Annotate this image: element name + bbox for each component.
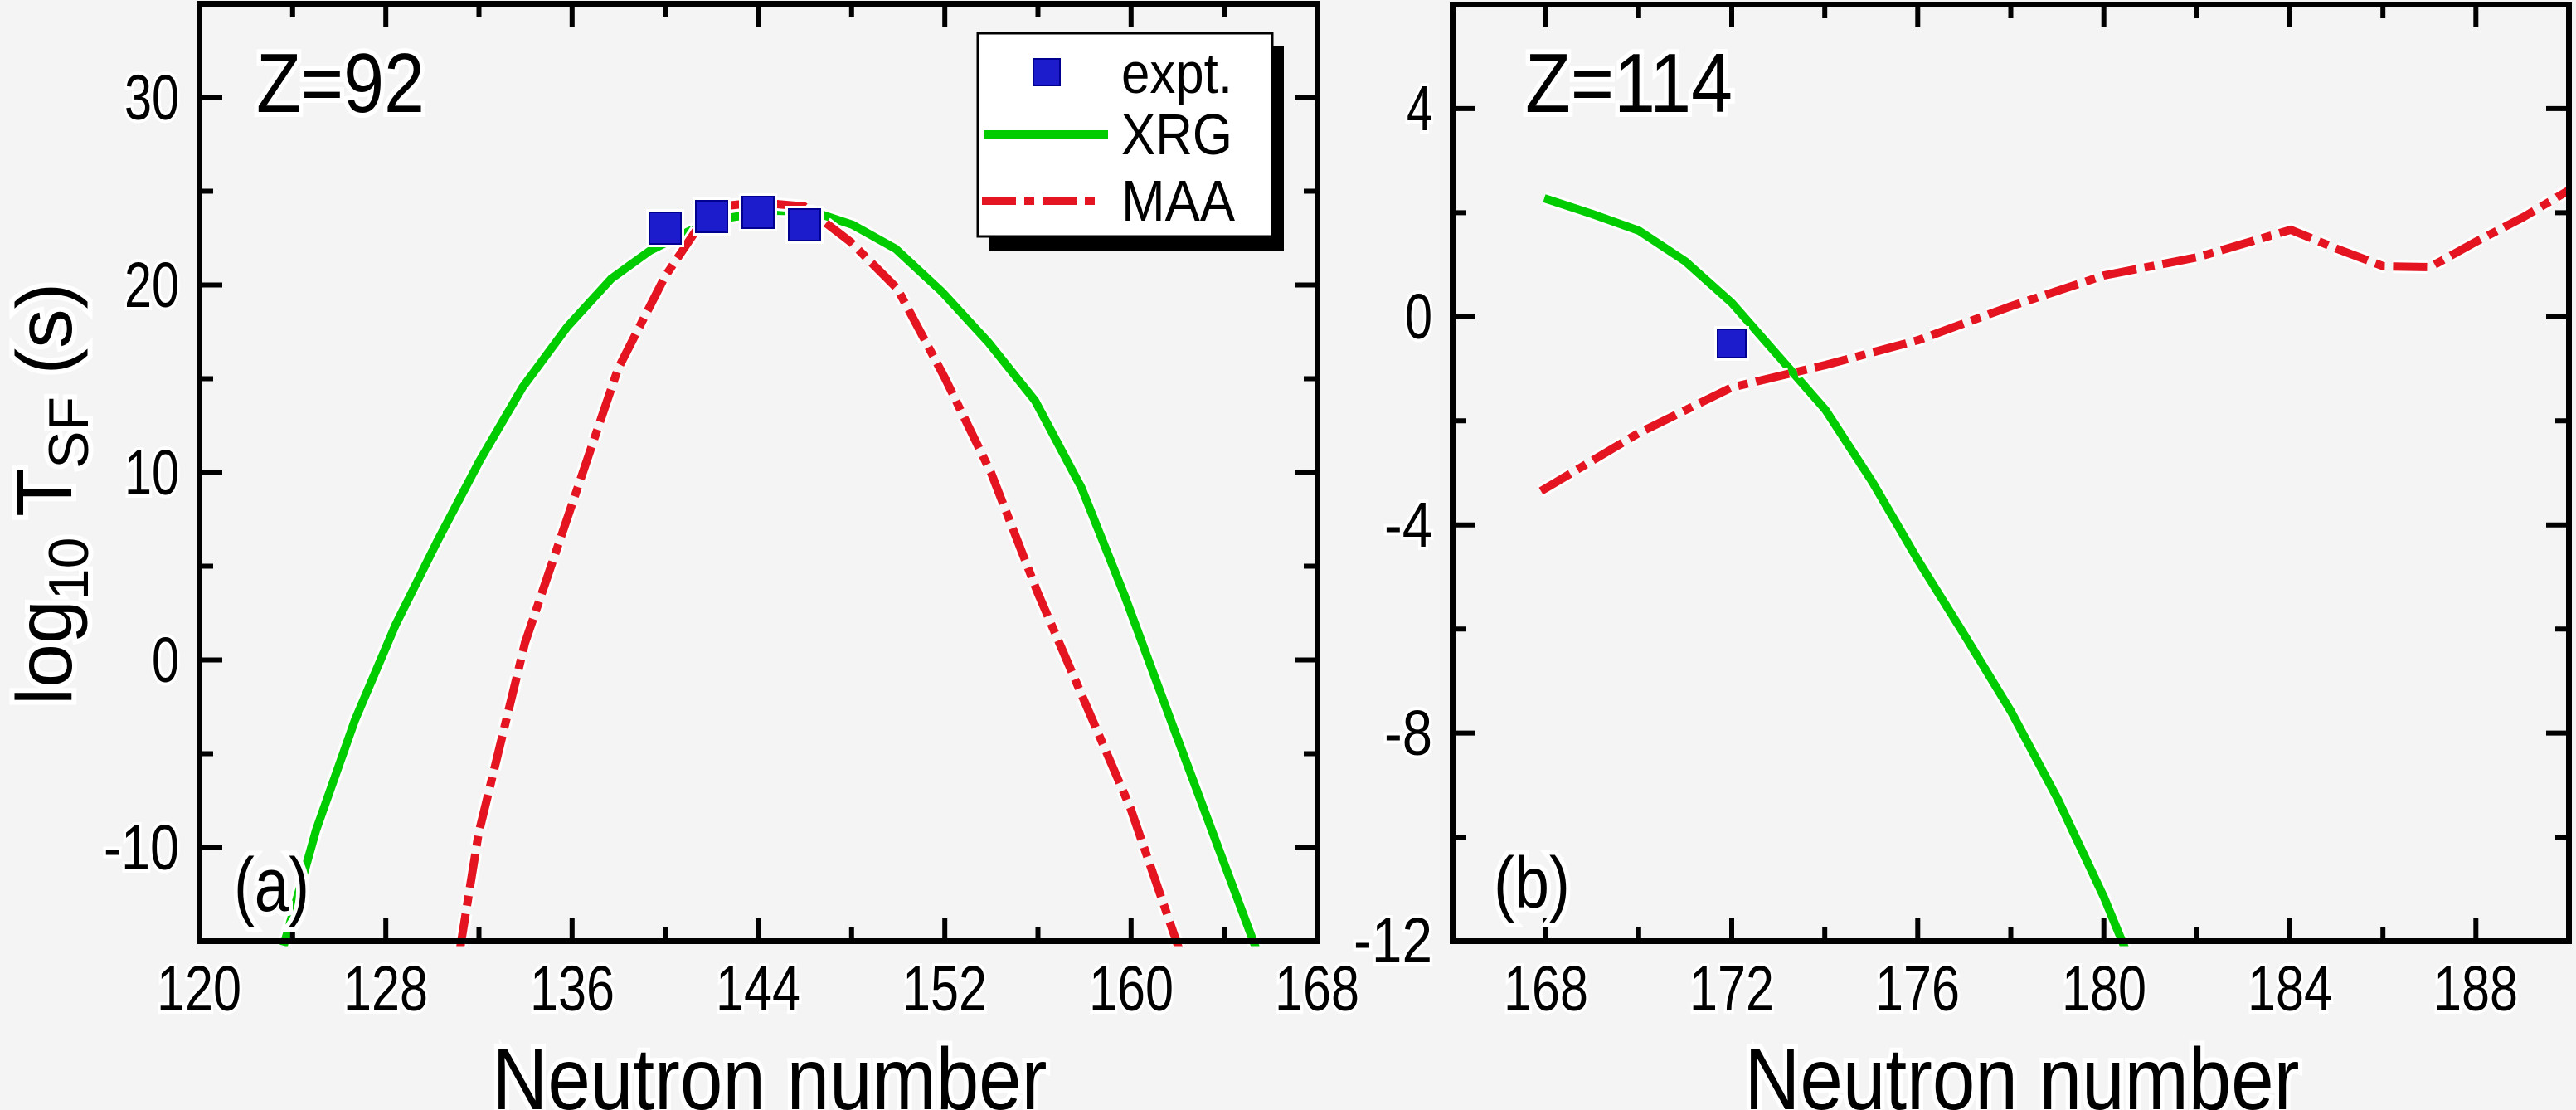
svg-text:176: 176 — [1875, 953, 1960, 1025]
svg-text:-4: -4 — [1384, 489, 1432, 561]
svg-text:20: 20 — [124, 250, 179, 321]
svg-text:MAA: MAA — [1121, 168, 1235, 233]
svg-text:30: 30 — [124, 62, 179, 134]
svg-text:160: 160 — [1089, 953, 1174, 1025]
svg-text:144: 144 — [716, 953, 800, 1025]
svg-text:Neutron number: Neutron number — [1745, 1030, 2300, 1110]
svg-text:0: 0 — [152, 625, 179, 696]
svg-text:120: 120 — [157, 953, 241, 1025]
svg-text:-10: -10 — [104, 812, 179, 884]
svg-text:-12: -12 — [1354, 905, 1432, 976]
svg-text:log10 TSF (s): log10 TSF (s) — [1, 283, 100, 705]
svg-text:Z=114: Z=114 — [1525, 37, 1733, 130]
svg-text:172: 172 — [1689, 953, 1774, 1025]
svg-text:XRG: XRG — [1121, 102, 1232, 167]
svg-text:136: 136 — [530, 953, 615, 1025]
svg-text:Neutron number: Neutron number — [493, 1030, 1047, 1110]
svg-text:152: 152 — [902, 953, 987, 1025]
svg-text:168: 168 — [1504, 953, 1588, 1025]
svg-text:0: 0 — [1405, 281, 1432, 353]
svg-text:4: 4 — [1407, 73, 1432, 144]
svg-text:Z=92: Z=92 — [256, 37, 425, 130]
svg-text:-8: -8 — [1384, 698, 1432, 769]
svg-text:128: 128 — [343, 953, 428, 1025]
svg-text:168: 168 — [1275, 953, 1359, 1025]
svg-text:184: 184 — [2248, 953, 2332, 1025]
svg-text:(b): (b) — [1494, 843, 1570, 923]
svg-text:180: 180 — [2062, 953, 2146, 1025]
svg-text:10: 10 — [124, 437, 179, 509]
svg-text:(a): (a) — [234, 843, 309, 927]
svg-text:188: 188 — [2433, 953, 2518, 1025]
svg-text:expt.: expt. — [1121, 41, 1232, 105]
